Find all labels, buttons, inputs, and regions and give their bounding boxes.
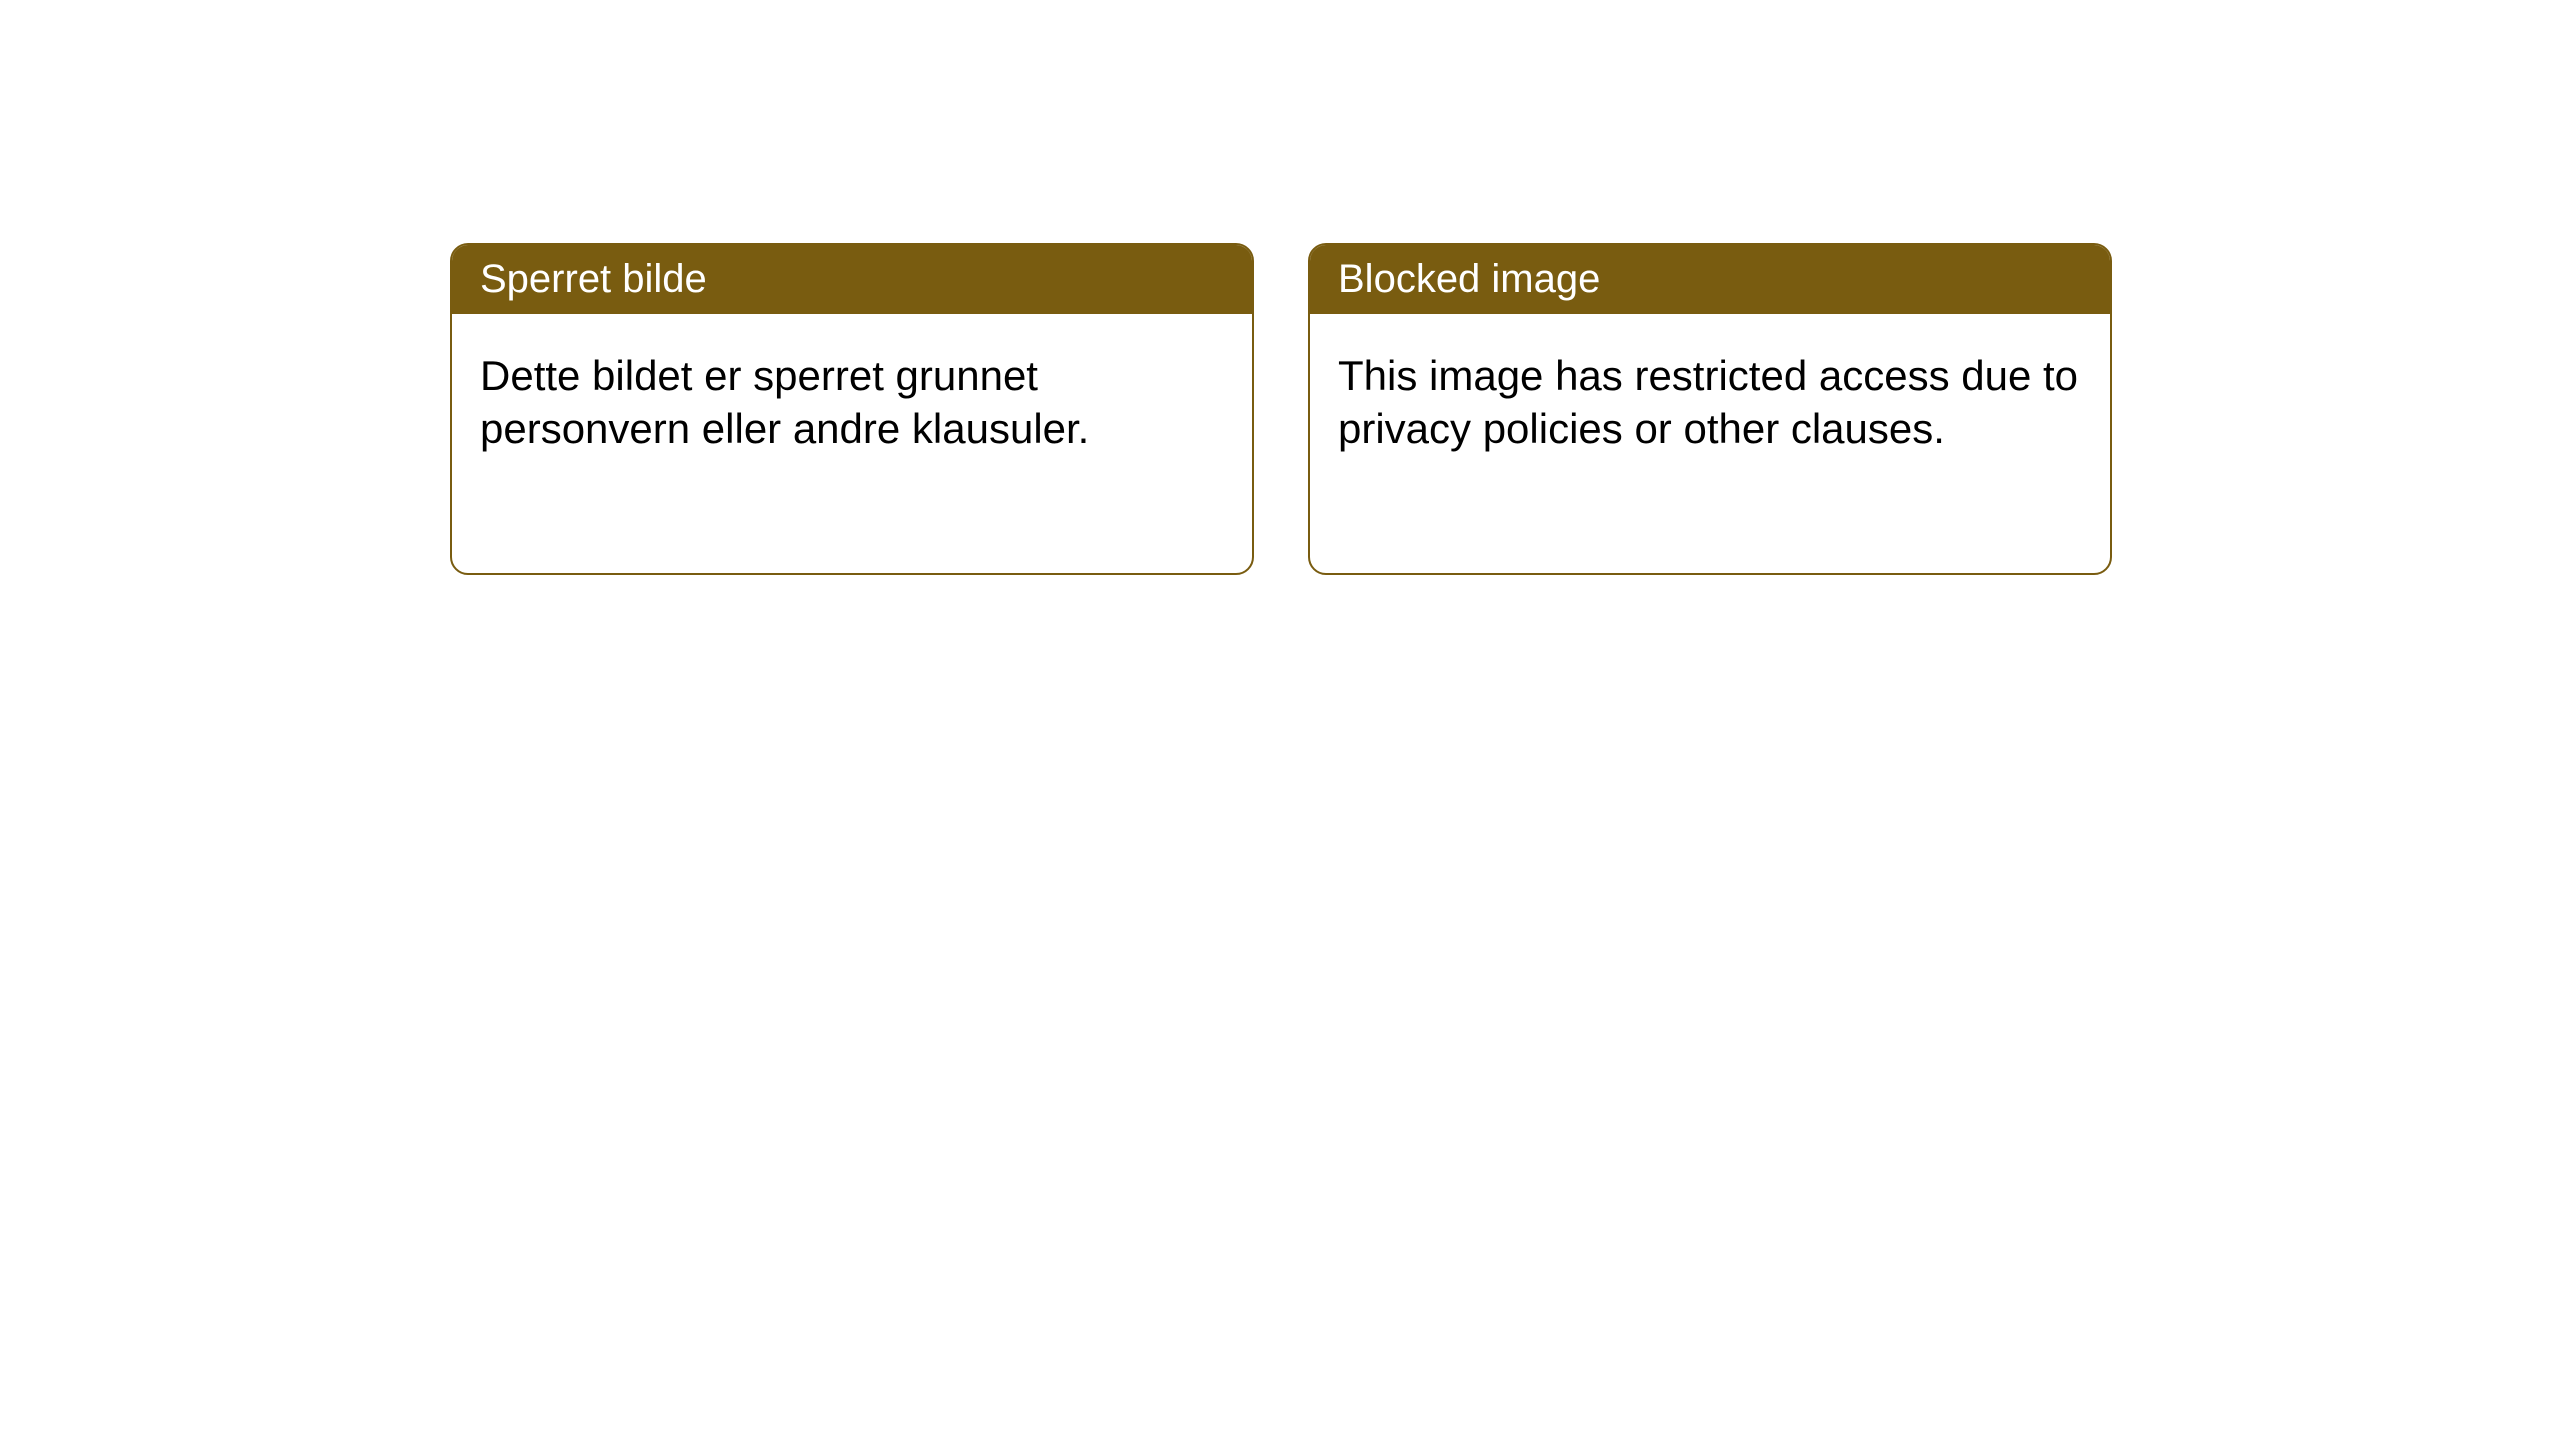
notice-body: This image has restricted access due to … [1310,314,2110,491]
notice-title: Blocked image [1310,245,2110,314]
notice-container: Sperret bilde Dette bildet er sperret gr… [450,243,2112,575]
notice-card-norwegian: Sperret bilde Dette bildet er sperret gr… [450,243,1254,575]
notice-body: Dette bildet er sperret grunnet personve… [452,314,1252,491]
notice-card-english: Blocked image This image has restricted … [1308,243,2112,575]
notice-title: Sperret bilde [452,245,1252,314]
